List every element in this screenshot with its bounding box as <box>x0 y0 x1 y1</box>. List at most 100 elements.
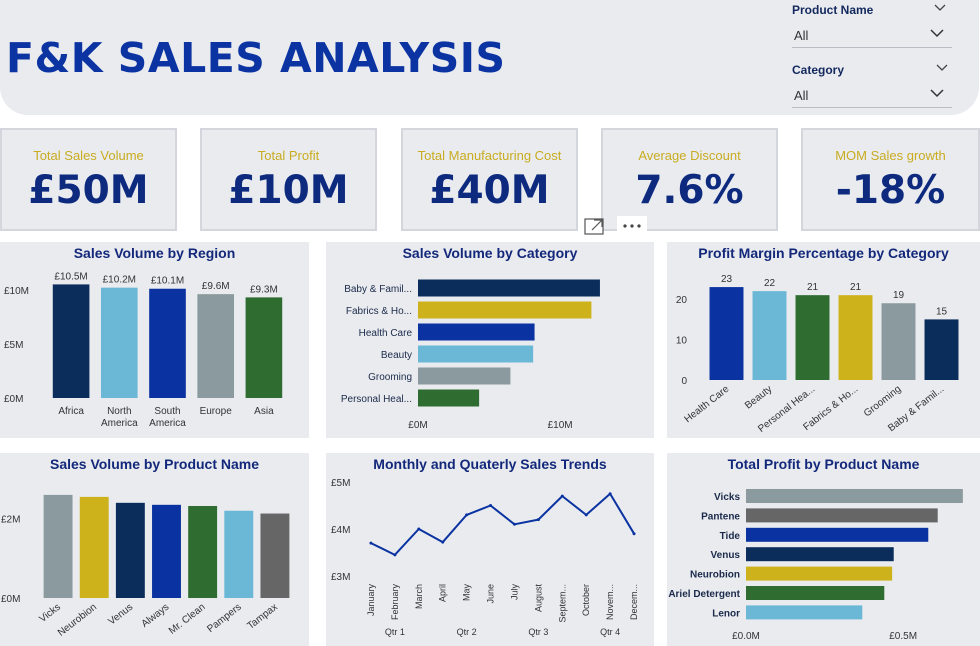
bar <box>52 284 90 398</box>
bar <box>418 279 600 297</box>
chart-title: Total Profit by Product Name <box>727 456 920 472</box>
x-tick-label: Venus <box>107 602 136 628</box>
data-point <box>560 494 564 498</box>
chevron-down-icon[interactable] <box>930 28 944 38</box>
chart-title: Profit Margin Percentage by Category <box>698 245 949 261</box>
chart-title: Monthly and Quaterly Sales Trends <box>373 456 607 472</box>
chevron-down-icon[interactable] <box>933 3 947 13</box>
bar <box>224 510 254 598</box>
data-point <box>536 518 540 522</box>
x-tick-label: Tampax <box>245 602 279 632</box>
bar <box>795 295 830 380</box>
chart-title: Sales Volume by Region <box>73 245 236 261</box>
x-tick-label: June <box>486 584 496 604</box>
bar <box>881 303 916 380</box>
visual-header-toolbar <box>583 216 647 236</box>
chevron-down-icon[interactable] <box>935 63 949 73</box>
y-tick-label: Grooming <box>368 372 412 383</box>
x-tick-label: America <box>101 418 138 429</box>
data-label: 21 <box>850 282 862 293</box>
kpi-label: Total Profit <box>257 148 320 163</box>
y-tick-label: £2M <box>1 515 20 526</box>
x-tick-label: Europe <box>200 406 233 417</box>
y-tick-label: £0M <box>4 394 23 405</box>
panel-profit-by-product: Total Profit by Product Name Vicks Panten… <box>667 453 980 646</box>
bar <box>188 506 218 598</box>
data-point <box>584 513 588 517</box>
sales-line <box>370 492 635 556</box>
bar <box>260 513 290 598</box>
bar <box>152 504 181 598</box>
category-slicer-value[interactable]: All <box>794 88 809 103</box>
bar <box>418 389 480 407</box>
y-tick-label: Fabrics & Ho... <box>346 306 412 317</box>
bar <box>838 295 873 380</box>
kpi-value: £50M <box>28 168 149 213</box>
data-point <box>512 522 516 526</box>
x-tick-label: Neurobion <box>56 602 99 639</box>
profit-bar-chart: Vicks Pantene Tide Venus Neurobion Ariel Dete… <box>668 489 963 642</box>
y-tick-label: Baby & Famil... <box>344 284 412 295</box>
panel-sales-by-region: Sales Volume by Region £0M £5M £10M £10.5M A… <box>0 242 309 438</box>
y-tick-label: Beauty <box>381 350 412 361</box>
data-point <box>393 553 397 557</box>
x-tick-label: £0M <box>408 420 427 431</box>
bar <box>746 508 938 523</box>
y-tick-label: 10 <box>676 336 688 347</box>
x-tick-label: Health Care <box>683 383 732 425</box>
bar <box>418 301 592 319</box>
x-tick-label: £0.5M <box>889 631 917 642</box>
bar <box>746 547 894 562</box>
focus-mode-icon[interactable] <box>584 218 604 235</box>
product-name-slicer-value[interactable]: All <box>794 28 809 43</box>
x-tick-label: Mr. Clean <box>167 602 207 637</box>
x-tick-label: July <box>509 584 519 601</box>
y-tick-label: £10M <box>4 286 29 297</box>
bar <box>418 367 511 385</box>
kpi-value: -18% <box>835 168 946 213</box>
data-label: £9.3M <box>250 284 278 295</box>
kpi-card-total-sales-volume: Total Sales Volume £50M <box>0 128 177 231</box>
kpi-card-mom-sales-growth: MOM Sales growth -18% <box>801 128 980 231</box>
x-tick-label: Novem... <box>605 584 615 620</box>
category-slicer-label: Category <box>792 63 845 77</box>
kpi-card-average-discount: Average Discount 7.6% <box>601 128 778 231</box>
category-bar-chart: Baby & Famil... Fabrics & Ho... Health Car… <box>341 279 600 431</box>
x-tick-label: Pampers <box>205 602 243 635</box>
x-tick-label: Vicks <box>37 602 62 625</box>
data-point <box>465 513 469 517</box>
x-tick-label: Africa <box>58 406 84 417</box>
trend-line-chart: £3M £4M £5M January February March April May Jun… <box>331 478 639 637</box>
y-tick-label: Venus <box>711 550 741 561</box>
bar <box>746 527 929 542</box>
bar <box>245 297 283 398</box>
x-tick-label: January <box>366 584 376 617</box>
data-label: 22 <box>764 278 776 289</box>
data-label: 21 <box>807 282 819 293</box>
x-tick-label: £0.0M <box>732 631 760 642</box>
bar <box>418 323 535 341</box>
more-options-icon[interactable] <box>617 216 647 236</box>
page-title: F&K SALES ANALYSIS <box>6 34 506 82</box>
bar <box>115 502 145 598</box>
y-tick-label: £5M <box>331 478 350 489</box>
title-card: F&K SALES ANALYSIS Product Name All Cate… <box>0 0 979 115</box>
data-point <box>417 527 421 531</box>
y-tick-label: Vicks <box>714 492 740 503</box>
y-tick-label: £3M <box>331 572 350 583</box>
kpi-value: 7.6% <box>635 168 744 213</box>
data-label: 19 <box>893 290 905 301</box>
y-tick-label: Health Care <box>359 328 413 339</box>
y-tick-label: Lenor <box>712 608 740 619</box>
chevron-down-icon[interactable] <box>930 88 944 98</box>
data-label: £10.2M <box>103 275 136 286</box>
data-point <box>441 540 445 544</box>
y-tick-label: 20 <box>676 295 688 306</box>
chart-title: Sales Volume by Category <box>402 245 578 261</box>
x-tick-label: North <box>107 406 131 417</box>
y-tick-label: Pantene <box>701 511 740 522</box>
kpi-value: £10M <box>228 168 349 213</box>
bar <box>746 605 863 620</box>
